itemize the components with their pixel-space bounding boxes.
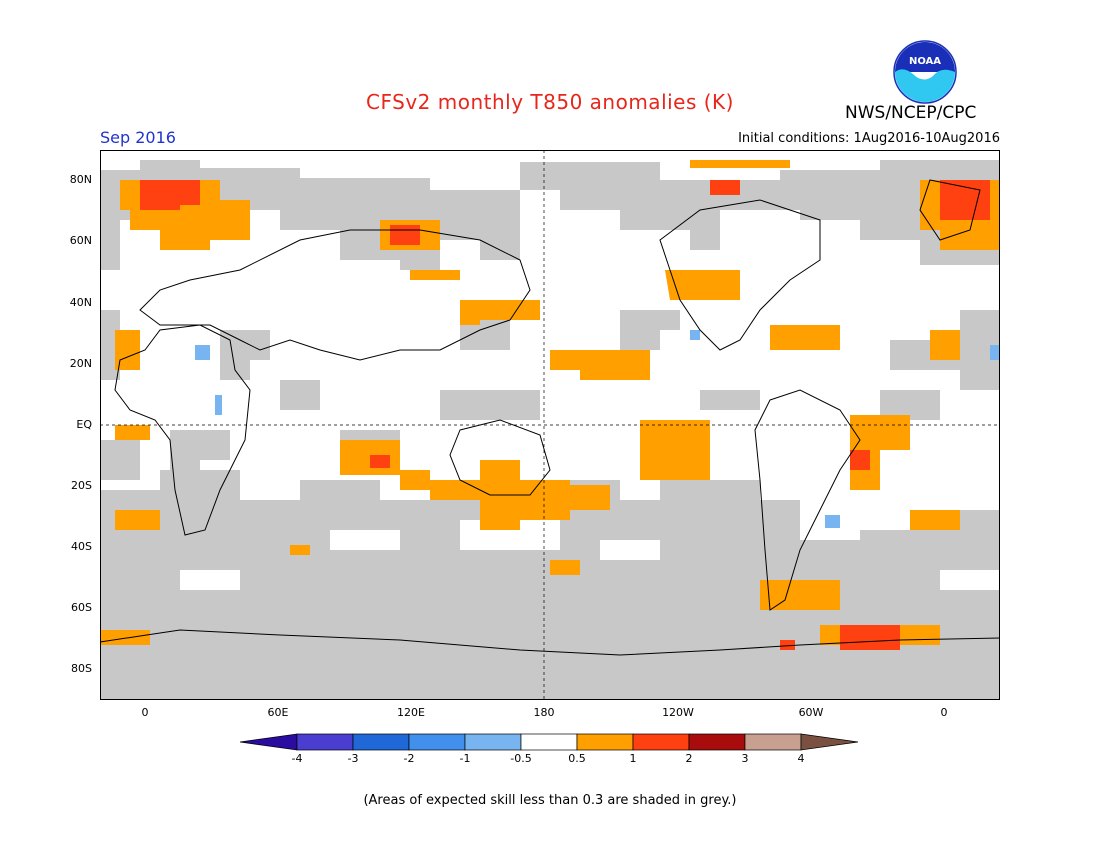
colorbar-tick-label: 3 — [741, 752, 749, 765]
colorbar-segment — [408, 733, 466, 751]
lon-label: 0 — [940, 706, 948, 719]
colorbar-segment — [576, 733, 634, 751]
agency-label: NWS/NCEP/CPC — [845, 103, 977, 123]
graticule — [100, 150, 1000, 700]
forecast-month-label: Sep 2016 — [100, 128, 176, 147]
lon-label: 120E — [397, 706, 425, 719]
colorbar-segment — [800, 733, 859, 751]
colorbar-segment — [464, 733, 522, 751]
lat-label: 60N — [69, 234, 92, 247]
colorbar-tick-label: -4 — [291, 752, 303, 765]
colorbar-tick-label: -3 — [347, 752, 359, 765]
colorbar-tick-label: 4 — [797, 752, 805, 765]
colorbar-segment — [520, 733, 578, 751]
lat-label: 60S — [71, 601, 92, 614]
cool-anomaly-regions — [195, 330, 1000, 528]
colorbar-tick-label: -2 — [403, 752, 415, 765]
colorbar-tick-label: -1 — [459, 752, 471, 765]
colorbar-segment — [296, 733, 354, 751]
colorbar-tick-label: 0.5 — [568, 752, 586, 765]
lat-label: 80N — [69, 173, 92, 186]
lon-label: 180 — [533, 706, 555, 719]
colorbar-segment — [632, 733, 690, 751]
lat-label: 40N — [69, 296, 92, 309]
map-frame — [100, 150, 1000, 700]
lon-label: 60W — [798, 706, 824, 719]
colorbar-segment — [744, 733, 802, 751]
neutral-white-regions — [180, 520, 1000, 590]
lon-label: 60E — [267, 706, 289, 719]
initial-conditions-label: Initial conditions: 1Aug2016-10Aug2016 — [738, 131, 1000, 146]
lat-label: 20N — [69, 357, 92, 370]
lat-label: 40S — [71, 540, 92, 553]
map-title: CFSv2 monthly T850 anomalies (K) — [366, 90, 734, 114]
colorbar-segment — [352, 733, 410, 751]
lon-label: 0 — [141, 706, 149, 719]
lat-label: EQ — [76, 418, 92, 431]
footnote: (Areas of expected skill less than 0.3 a… — [363, 793, 737, 808]
colorbar-tick-label: 1 — [629, 752, 637, 765]
lon-label: 120W — [662, 706, 694, 719]
coastlines — [100, 179, 1000, 656]
colorbar-segment — [240, 733, 298, 751]
lat-label: 20S — [71, 479, 92, 492]
colorbar — [240, 733, 859, 751]
colorbar-tick-label: -0.5 — [510, 752, 532, 765]
colorbar-segment — [688, 733, 746, 751]
colorbar-tick-label: 2 — [685, 752, 693, 765]
noaa-logo: NOAA — [893, 40, 957, 104]
anomaly-map — [100, 150, 1000, 700]
logo-text: NOAA — [909, 56, 941, 67]
lat-label: 80S — [71, 662, 92, 675]
